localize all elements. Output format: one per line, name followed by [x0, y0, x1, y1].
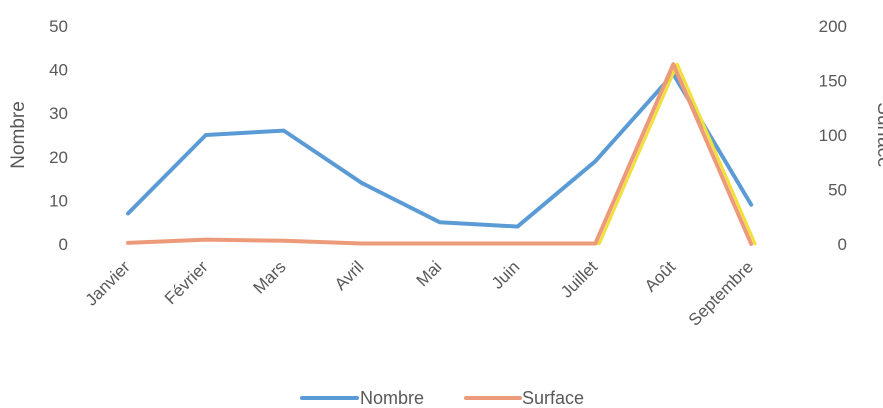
- right-tick-label: 100: [819, 126, 847, 145]
- x-tick-label: Juin: [488, 257, 523, 292]
- legend-item-surface[interactable]: Surface: [464, 388, 584, 408]
- left-tick-label: 30: [49, 104, 68, 123]
- left-tick-label: 50: [49, 17, 68, 36]
- left-axis-ticks: 0 10 20 30 40 50: [49, 17, 68, 254]
- right-axis-ticks: 0 50 100 150 200: [819, 17, 847, 254]
- legend-label-nombre: Nombre: [360, 388, 424, 408]
- legend-label-surface: Surface: [522, 388, 584, 408]
- series-line-surface: [126, 62, 754, 246]
- x-tick-label: Février: [161, 257, 212, 308]
- data-point-nombre[interactable]: [749, 203, 753, 207]
- data-point-surface[interactable]: [516, 241, 520, 245]
- x-tick-label: Septembre: [685, 257, 757, 329]
- right-tick-label: 200: [819, 17, 847, 36]
- right-tick-label: 0: [838, 235, 847, 254]
- data-point-nombre[interactable]: [360, 181, 364, 185]
- data-point-surface[interactable]: [438, 241, 442, 245]
- left-axis-title: Nombre: [8, 101, 29, 169]
- data-point-surface[interactable]: [282, 239, 286, 243]
- data-point-surface[interactable]: [360, 241, 364, 245]
- left-tick-label: 20: [49, 148, 68, 167]
- data-point-nombre[interactable]: [593, 159, 597, 163]
- right-tick-label: 50: [828, 181, 847, 200]
- data-point-nombre[interactable]: [282, 129, 286, 133]
- data-point-surface[interactable]: [126, 241, 130, 245]
- right-axis-title: Surface: [873, 102, 883, 167]
- x-tick-label: Avril: [331, 257, 368, 294]
- data-point-surface[interactable]: [204, 238, 208, 242]
- data-point-nombre[interactable]: [438, 220, 442, 224]
- left-tick-label: 0: [59, 235, 68, 254]
- x-axis-ticks: Janvier Février Mars Avril Mai Juin Juillet Aoû…: [82, 257, 757, 329]
- x-tick-label: Mars: [249, 257, 289, 297]
- x-tick-label: Août: [641, 257, 679, 295]
- right-tick-label: 150: [819, 72, 847, 91]
- x-tick-label: Janvier: [82, 257, 134, 309]
- x-tick-label: Juillet: [557, 257, 601, 301]
- data-point-nombre[interactable]: [204, 133, 208, 137]
- left-tick-label: 40: [49, 61, 68, 80]
- data-point-nombre[interactable]: [126, 211, 130, 215]
- series-line-nombre: [126, 71, 754, 229]
- data-point-surface[interactable]: [593, 241, 597, 245]
- legend: Nombre Surface: [300, 388, 584, 408]
- data-point-nombre[interactable]: [516, 225, 520, 229]
- series-layer: [126, 62, 757, 246]
- data-point-surface[interactable]: [749, 242, 753, 246]
- data-point-surface[interactable]: [671, 62, 675, 66]
- x-tick-label: Mai: [413, 257, 446, 290]
- legend-item-nombre[interactable]: Nombre: [300, 388, 424, 408]
- left-tick-label: 10: [49, 191, 68, 210]
